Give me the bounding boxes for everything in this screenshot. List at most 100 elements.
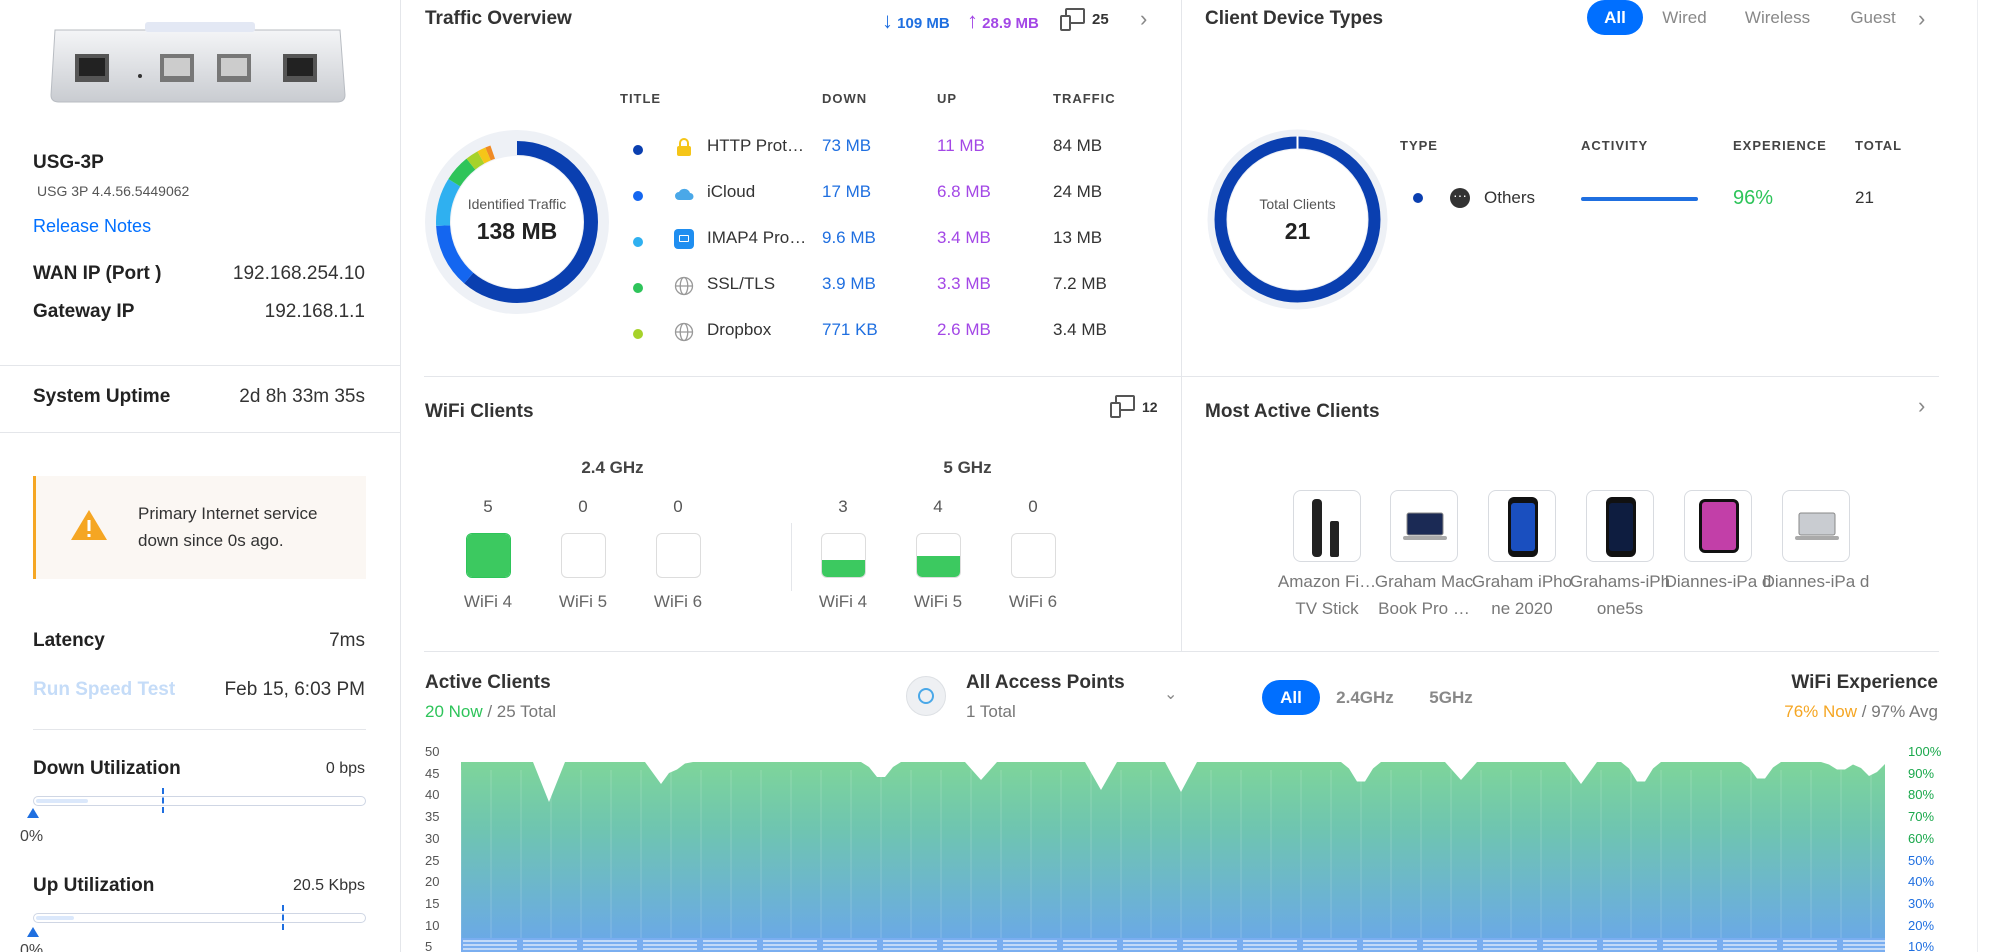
traffic-row-up: 6.8 MB bbox=[937, 182, 991, 201]
active-clients-summary: 20 Now / 25 Total bbox=[425, 702, 556, 722]
column-header-experience: EXPERIENCE bbox=[1733, 138, 1827, 153]
traffic-row-up: 3.3 MB bbox=[937, 274, 991, 293]
band-tab-2-4ghz[interactable]: 2.4GHz bbox=[1336, 688, 1394, 707]
down-utilization-value: 0 bps bbox=[325, 760, 365, 777]
wan-ip-value: 192.168.254.10 bbox=[232, 263, 365, 284]
traffic-client-count: 25 bbox=[1092, 11, 1109, 28]
caret-up-icon bbox=[27, 927, 39, 937]
tab-guest[interactable]: Guest bbox=[1850, 8, 1896, 27]
chevron-right-icon[interactable]: › bbox=[1140, 6, 1148, 31]
client-device-types-title: Client Device Types bbox=[1205, 8, 1384, 29]
divider bbox=[33, 729, 366, 730]
client-type-total: 21 bbox=[1855, 188, 1874, 207]
client-name[interactable]: Grahams-iPh one5s bbox=[1569, 572, 1671, 618]
wifi-client-count: 12 bbox=[1142, 399, 1158, 415]
client-name[interactable]: Diannes-iPa d bbox=[1664, 572, 1772, 591]
latency-value: 7ms bbox=[329, 630, 365, 651]
traffic-row-total: 7.2 MB bbox=[1053, 274, 1107, 293]
traffic-donut bbox=[425, 130, 609, 314]
wifi-standard-label: WiFi 6 bbox=[1008, 592, 1058, 611]
wifi-experience-avg: / 97% Avg bbox=[1857, 702, 1938, 721]
firetv-stick-icon[interactable] bbox=[1293, 490, 1361, 562]
traffic-up-value: 28.9 MB bbox=[982, 15, 1039, 32]
active-clients-title: Active Clients bbox=[425, 672, 551, 693]
scrollbar[interactable] bbox=[1977, 0, 1978, 952]
traffic-row-total: 24 MB bbox=[1053, 182, 1103, 201]
y2-axis-tick: 70% bbox=[1908, 809, 1935, 825]
warning-icon bbox=[71, 510, 107, 540]
client-name[interactable]: Diannes-iPa d bbox=[1762, 572, 1870, 591]
up-utilization-value: 20.5 Kbps bbox=[292, 877, 365, 894]
column-header-title: TITLE bbox=[620, 91, 662, 106]
active-clients-chart bbox=[461, 762, 1885, 952]
legend-dot bbox=[1413, 193, 1423, 203]
y-axis-tick: 30 bbox=[425, 830, 440, 846]
cloud-icon bbox=[673, 186, 695, 202]
most-active-clients-title: Most Active Clients bbox=[1205, 401, 1380, 422]
chevron-right-icon[interactable]: › bbox=[1918, 6, 1926, 31]
traffic-row-name[interactable]: SSL/TLS bbox=[707, 274, 776, 293]
traffic-down-total: ↓ 109 MB bbox=[882, 8, 950, 34]
mail-icon bbox=[674, 229, 694, 249]
device-image bbox=[45, 20, 350, 105]
y2-axis-tick: 90% bbox=[1908, 765, 1935, 781]
phone-icon[interactable] bbox=[1586, 490, 1654, 562]
y-axis-tick: 10 bbox=[425, 917, 440, 933]
y-axis-tick: 20 bbox=[425, 874, 440, 890]
chevron-down-icon[interactable]: ⌄ bbox=[1164, 686, 1178, 703]
tab-wired[interactable]: Wired bbox=[1662, 8, 1707, 27]
client-type-name: Others bbox=[1484, 188, 1536, 207]
device-version: USG 3P 4.4.56.5449062 bbox=[37, 183, 190, 199]
active-clients-total: / 25 Total bbox=[482, 702, 557, 721]
y2-axis-tick: 30% bbox=[1908, 895, 1935, 911]
y-axis-tick: 15 bbox=[425, 895, 440, 911]
traffic-up-total: ↑ 28.9 MB bbox=[967, 8, 1039, 34]
y-axis-tick: 35 bbox=[425, 809, 440, 825]
down-utilization-percent: 0% bbox=[20, 828, 44, 845]
wifi-standard-bar bbox=[1011, 533, 1056, 578]
divider bbox=[791, 523, 792, 591]
y-axis-tick: 40 bbox=[425, 787, 440, 803]
chevron-right-icon[interactable]: › bbox=[1918, 393, 1926, 418]
tab-wireless[interactable]: Wireless bbox=[1744, 8, 1811, 27]
traffic-row-name[interactable]: Dropbox bbox=[707, 320, 772, 339]
traffic-donut-value: 138 MB bbox=[476, 218, 558, 244]
legend-dot bbox=[633, 283, 643, 293]
phone-icon[interactable] bbox=[1488, 490, 1556, 562]
traffic-row-down: 771 KB bbox=[822, 320, 878, 339]
client-name[interactable]: Amazon Fi… TV Stick bbox=[1277, 572, 1377, 618]
gateway-ip-label: Gateway IP bbox=[33, 301, 135, 322]
release-notes-link[interactable]: Release Notes bbox=[33, 216, 152, 236]
traffic-row-name[interactable]: IMAP4 Pro… bbox=[707, 228, 807, 247]
traffic-row-name[interactable]: iCloud bbox=[707, 182, 756, 201]
wifi-standard-label: WiFi 4 bbox=[463, 592, 513, 611]
internet-down-alert: Primary Internet service down since 0s a… bbox=[33, 476, 366, 579]
wifi-experience-title: WiFi Experience bbox=[1791, 672, 1938, 693]
tab-all[interactable]: All bbox=[1587, 0, 1643, 35]
devices-icon bbox=[1110, 395, 1135, 418]
access-point-select[interactable]: All Access Points bbox=[966, 672, 1125, 693]
traffic-row-down: 3.9 MB bbox=[822, 274, 876, 293]
up-utilization-percent: 0% bbox=[20, 942, 44, 952]
traffic-down-value: 109 MB bbox=[897, 15, 950, 32]
band-tab-5ghz[interactable]: 5GHz bbox=[1429, 688, 1473, 707]
y-axis-tick: 50 bbox=[425, 744, 440, 759]
legend-dot bbox=[633, 145, 643, 155]
gateway-ip-value: 192.168.1.1 bbox=[264, 301, 365, 322]
laptop-icon[interactable] bbox=[1782, 490, 1850, 562]
laptop-icon[interactable] bbox=[1390, 490, 1458, 562]
client-name[interactable]: Graham Mac Book Pro … bbox=[1374, 572, 1474, 618]
wifi-experience-now: 76% Now bbox=[1784, 702, 1858, 721]
run-speed-test-button[interactable]: Run Speed Test bbox=[33, 679, 176, 700]
wifi-standard-label: WiFi 5 bbox=[558, 592, 608, 611]
wifi-standard-label: WiFi 5 bbox=[913, 592, 963, 611]
y2-axis-tick: 50% bbox=[1908, 852, 1935, 868]
tablet-icon[interactable] bbox=[1684, 490, 1752, 562]
client-name[interactable]: Graham iPho ne 2020 bbox=[1471, 572, 1573, 618]
more-icon: ··· bbox=[1450, 188, 1470, 208]
band-tab-all[interactable]: All bbox=[1262, 680, 1320, 715]
wifi-standard-bar bbox=[466, 533, 511, 578]
traffic-row-up: 2.6 MB bbox=[937, 320, 991, 339]
traffic-row-name[interactable]: HTTP Prot… bbox=[707, 136, 804, 155]
up-utilization-marker bbox=[282, 905, 284, 930]
